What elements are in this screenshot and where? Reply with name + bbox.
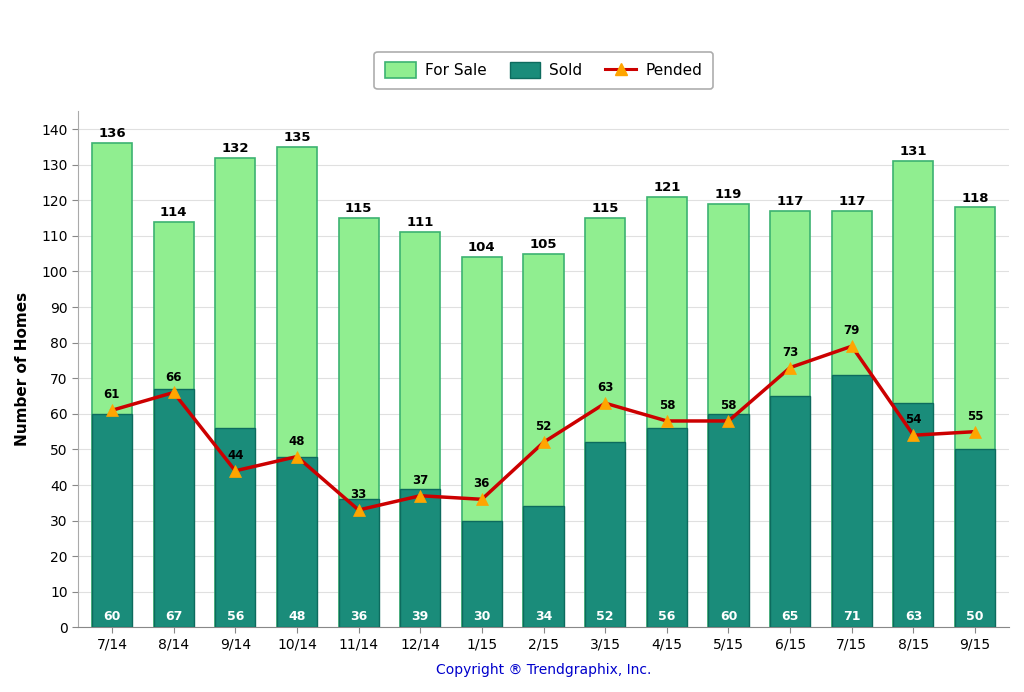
Text: 48: 48 xyxy=(289,435,305,448)
Bar xyxy=(893,161,934,628)
Text: 104: 104 xyxy=(468,242,496,255)
Text: 71: 71 xyxy=(843,610,860,623)
Text: 115: 115 xyxy=(592,202,618,215)
Text: 52: 52 xyxy=(596,610,614,623)
Bar xyxy=(339,500,379,628)
Text: 111: 111 xyxy=(407,217,434,230)
Bar xyxy=(92,143,132,628)
Text: 118: 118 xyxy=(962,192,989,205)
Bar xyxy=(400,233,440,628)
Text: 115: 115 xyxy=(345,202,373,215)
Text: 56: 56 xyxy=(226,610,244,623)
Bar xyxy=(92,414,132,628)
Text: 34: 34 xyxy=(535,610,552,623)
Text: 56: 56 xyxy=(658,610,676,623)
Bar xyxy=(585,442,626,628)
Text: 67: 67 xyxy=(165,610,182,623)
Text: 114: 114 xyxy=(160,206,187,219)
Text: 79: 79 xyxy=(844,325,860,337)
Text: 119: 119 xyxy=(715,188,742,201)
Text: 63: 63 xyxy=(597,381,613,394)
Text: 121: 121 xyxy=(653,181,681,194)
Text: 33: 33 xyxy=(350,488,367,501)
Bar xyxy=(462,520,502,628)
Bar xyxy=(339,218,379,628)
Bar xyxy=(709,204,749,628)
Text: 73: 73 xyxy=(782,346,799,358)
Bar xyxy=(770,396,810,628)
Text: 60: 60 xyxy=(103,610,121,623)
Text: 52: 52 xyxy=(536,421,552,433)
Text: 65: 65 xyxy=(781,610,799,623)
Text: 117: 117 xyxy=(838,195,865,208)
Text: 48: 48 xyxy=(288,610,305,623)
Text: 132: 132 xyxy=(221,142,249,155)
Bar xyxy=(831,374,871,628)
Bar xyxy=(154,221,194,628)
Text: 131: 131 xyxy=(900,145,927,158)
Bar xyxy=(276,457,317,628)
Text: 39: 39 xyxy=(412,610,429,623)
Text: 36: 36 xyxy=(350,610,368,623)
Bar xyxy=(276,147,317,628)
Text: 55: 55 xyxy=(967,410,983,423)
Legend: For Sale, Sold, Pended: For Sale, Sold, Pended xyxy=(375,52,713,89)
Text: 136: 136 xyxy=(98,127,126,140)
Bar xyxy=(523,507,563,628)
Text: 36: 36 xyxy=(474,477,490,491)
Text: 44: 44 xyxy=(227,449,244,462)
Text: 54: 54 xyxy=(905,413,922,426)
Bar xyxy=(400,489,440,628)
Bar xyxy=(523,254,563,628)
X-axis label: Copyright ® Trendgraphix, Inc.: Copyright ® Trendgraphix, Inc. xyxy=(436,663,651,677)
Text: 30: 30 xyxy=(473,610,490,623)
Bar xyxy=(215,158,255,628)
Bar xyxy=(647,197,687,628)
Text: 61: 61 xyxy=(103,388,120,401)
Bar xyxy=(955,450,995,628)
Text: 50: 50 xyxy=(967,610,984,623)
Bar xyxy=(462,257,502,628)
Bar xyxy=(215,428,255,628)
Text: 105: 105 xyxy=(529,238,557,251)
Bar xyxy=(709,414,749,628)
Y-axis label: Number of Homes: Number of Homes xyxy=(15,292,30,446)
Bar xyxy=(893,403,934,628)
Text: 58: 58 xyxy=(720,399,736,412)
Bar xyxy=(955,208,995,628)
Text: 135: 135 xyxy=(284,131,310,144)
Bar xyxy=(831,211,871,628)
Text: 66: 66 xyxy=(165,371,182,383)
Text: 37: 37 xyxy=(412,474,428,487)
Text: 60: 60 xyxy=(720,610,737,623)
Bar xyxy=(585,218,626,628)
Bar xyxy=(647,428,687,628)
Text: 117: 117 xyxy=(776,195,804,208)
Text: 63: 63 xyxy=(905,610,922,623)
Text: 58: 58 xyxy=(658,399,675,412)
Bar xyxy=(154,389,194,628)
Bar xyxy=(770,211,810,628)
